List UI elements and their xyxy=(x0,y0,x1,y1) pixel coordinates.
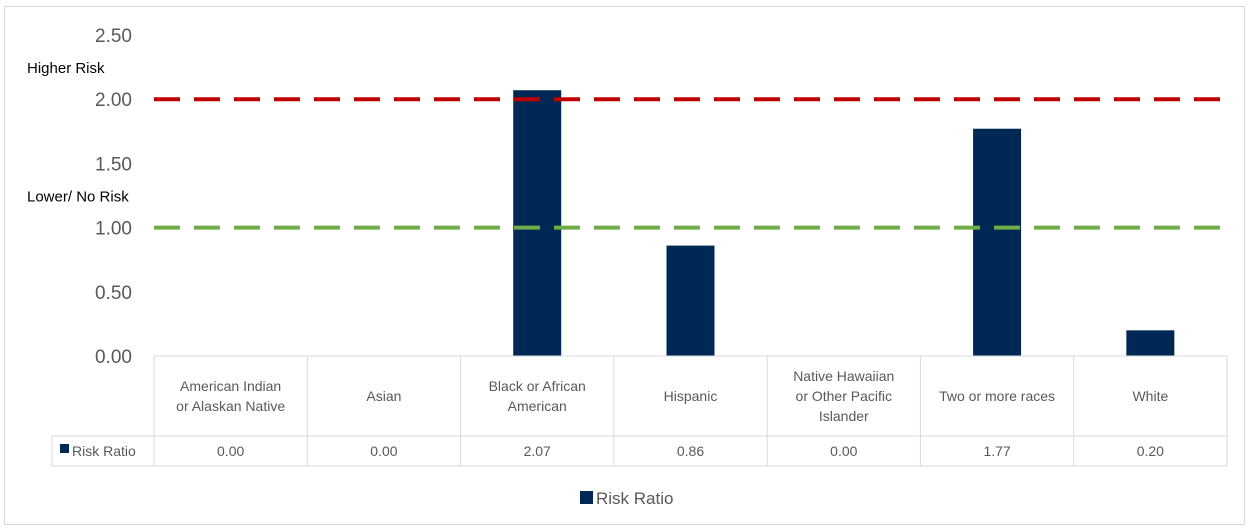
y-tick-label: 1.50 xyxy=(95,154,132,175)
table-value: 2.07 xyxy=(524,443,551,459)
chart-frame xyxy=(4,6,1245,525)
y-tick-label: 0.00 xyxy=(95,347,132,368)
y-tick-label: 2.00 xyxy=(95,90,132,111)
table-value: 0.00 xyxy=(830,443,857,459)
category-label: White xyxy=(1132,388,1168,404)
bar xyxy=(1126,330,1175,356)
bar xyxy=(973,128,1022,356)
legend-swatch xyxy=(580,491,593,504)
category-label: or Alaskan Native xyxy=(176,398,285,414)
table-series-swatch xyxy=(60,444,69,453)
table-value: 0.20 xyxy=(1137,443,1164,459)
category-label: Islander xyxy=(819,408,869,424)
reference-lines: Higher Risk Lower/ No Risk xyxy=(27,60,1233,230)
category-label: Black or African xyxy=(489,378,586,394)
category-label: American Indian xyxy=(180,378,281,394)
reference-line-label: Lower/ No Risk xyxy=(27,189,129,206)
table-value: 0.00 xyxy=(217,443,244,459)
table-value: 1.77 xyxy=(983,443,1010,459)
table-value: 0.86 xyxy=(677,443,704,459)
bar xyxy=(666,245,715,356)
table-series-label: Risk Ratio xyxy=(72,443,136,459)
category-label: Two or more races xyxy=(939,388,1055,404)
y-tick-label: 1.00 xyxy=(95,219,132,240)
y-tick-label: 0.50 xyxy=(95,283,132,304)
legend: Risk Ratio xyxy=(580,489,673,508)
legend-label: Risk Ratio xyxy=(596,489,673,508)
table-value: 0.00 xyxy=(370,443,397,459)
data-table: American Indian or Alaskan Native Asian Bla… xyxy=(51,355,1228,467)
category-label: Native Hawaiian xyxy=(793,368,894,384)
reference-line-label: Higher Risk xyxy=(27,60,105,77)
category-label: Hispanic xyxy=(664,388,718,404)
y-axis-ticks: 0.00 0.50 1.00 1.50 2.00 2.50 xyxy=(95,26,132,368)
category-label: American xyxy=(508,398,567,414)
bars xyxy=(513,90,1175,356)
category-label: or Other Pacific xyxy=(796,388,892,404)
y-tick-label: 2.50 xyxy=(95,26,132,47)
category-label: Asian xyxy=(366,388,401,404)
bar xyxy=(513,90,562,356)
